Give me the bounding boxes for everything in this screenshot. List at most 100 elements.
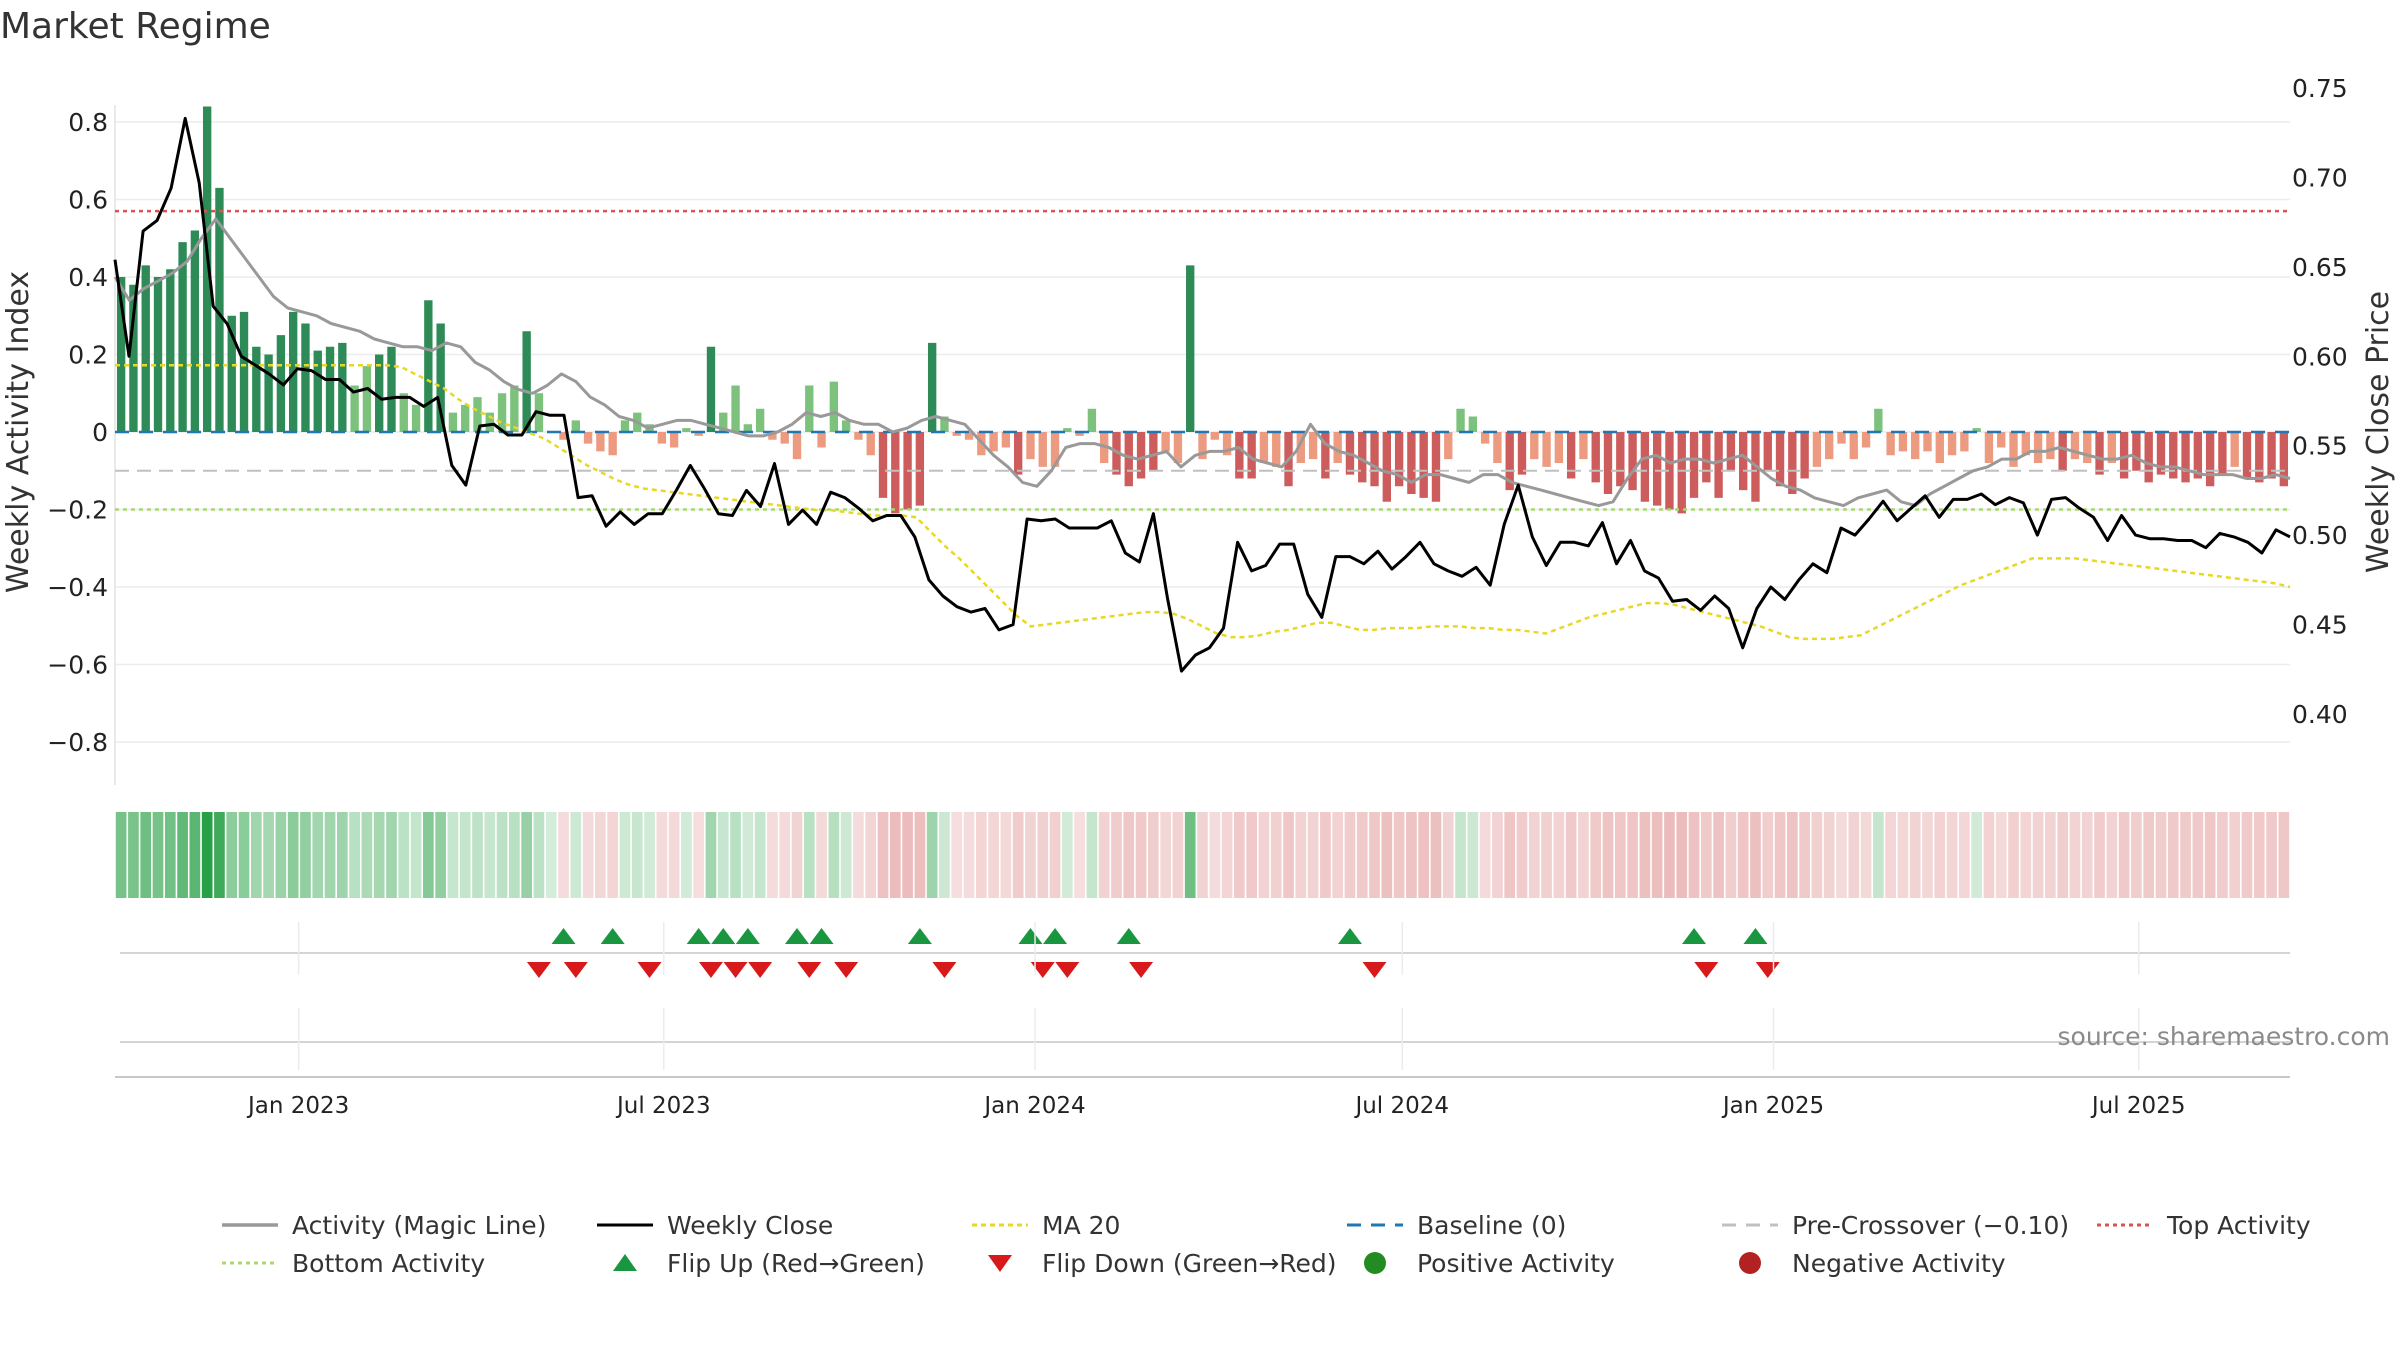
flip-down-marker [698,962,723,978]
flip-up-marker [809,928,834,944]
heat-cell [1098,812,1110,898]
activity-bar [1431,432,1441,502]
activity-bar [891,432,900,514]
right-axis-label: Weekly Close Price [2361,291,2396,573]
heat-cell [2192,812,2204,898]
right-tick-label: 0.50 [2292,521,2348,550]
heat-cell [1344,812,1356,898]
activity-bar [1407,432,1416,494]
activity-bar [362,366,372,432]
activity-bar [694,432,703,436]
heat-cell [140,812,152,898]
activity-bar [215,187,224,432]
heat-cell [1061,812,1073,898]
heat-cell [2253,812,2265,898]
heat-cell [1037,812,1049,898]
heat-cell [2241,812,2253,898]
heat-cell [201,812,213,898]
activity-bar [1812,432,1822,467]
activity-bar [239,311,249,432]
right-tick-label: 0.60 [2292,342,2348,371]
activity-bar [706,346,716,432]
activity-bar [1763,432,1772,471]
activity-bar [743,424,753,432]
activity-bar [2218,432,2227,475]
activity-bar [2205,432,2215,487]
legend-label: Top Activity [2166,1211,2311,1240]
flip-up-marker [711,928,736,944]
legend: Activity (Magic Line) Weekly Close MA 20 Ba… [222,1211,2311,1278]
activity-bar [1984,432,1994,463]
flip-up-marker [686,928,711,944]
activity-bars [116,106,2289,514]
activity-bar [829,381,839,432]
chart-title: Market Regime [0,6,271,47]
flip-up-marker [735,928,760,944]
heat-cell [2081,812,2093,898]
activity-bar [424,300,433,432]
activity-bar [252,346,261,432]
heat-cell [1246,812,1257,898]
left-tick-label: −0.8 [47,728,108,757]
activity-bar [1665,432,1674,510]
activity-bar [2132,432,2141,471]
heat-cell [1197,812,1208,898]
right-tick-label: 0.70 [2292,163,2348,192]
activity-bar [461,404,470,432]
date-tick-label: Jul 2024 [1353,1093,1449,1119]
activity-bar [1038,432,1047,467]
activity-bar [2095,432,2104,475]
activity-bar [1923,432,1932,452]
heat-cell [963,812,975,898]
activity-bar [841,420,851,432]
activity-bar [1198,432,1207,460]
legend-label: Activity (Magic Line) [292,1211,546,1240]
heat-cell [1283,812,1294,898]
activity-bar [1063,428,1072,432]
flip-up-marker [1743,928,1768,944]
heat-cell [791,812,803,898]
activity-bar [1689,432,1699,498]
heat-cell [668,812,680,898]
activity-bar [227,315,236,432]
heat-cell [644,812,655,898]
heat-cell [1688,812,1700,898]
heat-cell [1700,812,1712,898]
heat-cell [1160,812,1171,898]
magic-line-series [113,217,2291,508]
activity-bar [1173,432,1183,463]
heat-cell [1971,812,1982,898]
heat-cell [1922,812,1933,898]
heat-cell [1578,812,1589,898]
activity-bar [1702,432,1711,483]
heat-cell [1504,812,1516,898]
flip-down-marker [637,962,662,978]
activity-bar [2009,432,2018,467]
heat-cell [558,812,569,898]
heat-cell [1811,812,1823,898]
activity-bar [768,432,777,440]
activity-bar [854,432,863,440]
source-note: source: sharemaestro.com [2058,1022,2391,1051]
heat-cell [1602,812,1614,898]
heat-cell [263,812,274,898]
activity-bar [2230,432,2239,467]
heat-cell [853,812,864,898]
activity-bar [325,346,335,432]
heat-cell [1000,812,1012,898]
heat-cell [447,812,459,898]
activity-bar [1739,432,1748,491]
heat-cell [1234,812,1245,898]
activity-bar [1149,432,1158,471]
heat-cell [1123,812,1135,898]
heat-cell [2094,812,2105,898]
flip-down-marker [834,962,859,978]
date-tick-label: Jan 2025 [1721,1093,1824,1119]
heat-cell [1135,812,1147,898]
right-tick-label: 0.65 [2292,253,2348,282]
heat-cell [1049,812,1061,898]
activity-bar [2046,432,2055,460]
activity-bar [1960,432,1969,452]
activity-bar [1849,432,1858,460]
heat-cell [1430,812,1442,898]
